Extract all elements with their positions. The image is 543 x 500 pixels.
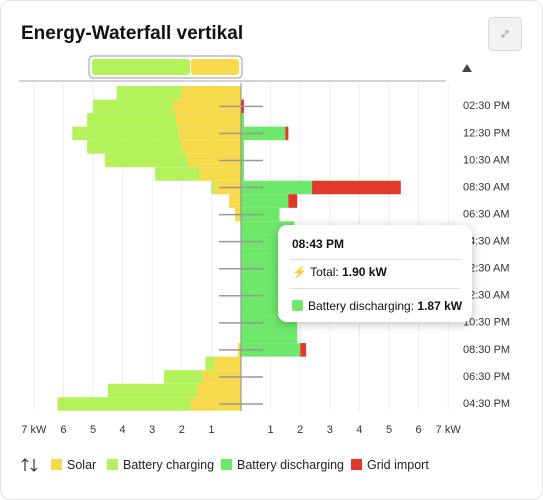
bar-segment xyxy=(190,397,241,411)
legend-label: Solar xyxy=(67,458,97,472)
bar-segment xyxy=(241,167,244,181)
bar-segment xyxy=(285,126,289,141)
y-tick-label: 10:30 AM xyxy=(463,154,509,166)
legend-item[interactable]: Battery charging xyxy=(107,458,214,472)
legend-swatch xyxy=(351,459,362,470)
bar-segment xyxy=(312,180,401,195)
y-tick-label: 06:30 AM xyxy=(463,208,509,220)
range-selector-fill xyxy=(92,59,190,75)
bar-segment xyxy=(241,126,286,141)
legend-swatch xyxy=(107,459,118,470)
expand-icon xyxy=(501,30,509,38)
legend-label: Battery charging xyxy=(123,458,215,472)
y-tick-label: 08:30 PM xyxy=(463,344,510,356)
y-tick-label: 08:30 AM xyxy=(463,181,509,193)
x-tick-label: 4 xyxy=(356,424,362,436)
bar-segment xyxy=(205,356,215,371)
bar-segment xyxy=(87,113,176,127)
bar-segment xyxy=(178,126,241,141)
legend-label: Grid import xyxy=(367,458,429,472)
bar-segment xyxy=(241,180,313,195)
x-tick-label: 6 xyxy=(416,424,422,436)
tooltip-swatch xyxy=(292,300,303,311)
y-tick-label: 06:30 PM xyxy=(463,371,510,383)
y-tick-label: 04:30 AM xyxy=(463,236,509,248)
bar-segment xyxy=(181,140,241,154)
bar-segment xyxy=(187,153,241,168)
tooltip-total-label: Total: xyxy=(310,265,339,279)
bar-segment xyxy=(229,194,241,208)
y-tick-label: 12:30 AM xyxy=(463,290,509,302)
tooltip-item: Battery discharging: 1.87 kW xyxy=(292,299,462,313)
x-tick-label: 2 xyxy=(297,424,303,436)
bar-segment xyxy=(155,167,200,181)
y-tick-label: 04:30 PM xyxy=(463,398,510,410)
sort-icon[interactable] xyxy=(21,457,45,473)
tooltip: 08:43 PM ⚡ Total: 1.90 kW Battery discha… xyxy=(278,225,472,322)
x-tick-label: 5 xyxy=(386,424,392,436)
bar-segment xyxy=(241,343,301,357)
range-selector-fill xyxy=(191,59,239,75)
chart-title: Energy-Waterfall vertikal xyxy=(21,23,244,44)
bar-segment xyxy=(241,194,289,208)
divider xyxy=(290,259,460,260)
bar-segment xyxy=(241,113,244,127)
legend-item[interactable]: Solar xyxy=(51,458,96,472)
x-tick-label: 3 xyxy=(327,424,333,436)
bar-segment xyxy=(214,356,241,371)
bar-segment xyxy=(172,99,241,114)
y-tick-label: 02:30 AM xyxy=(463,263,509,275)
bar-segment xyxy=(175,113,241,127)
bar-segment xyxy=(241,329,298,344)
chart: 7 kW 6 5 4 3 2 1 1 2 3 4 5 6 7 kW 04:30 PM 06:30 PM 08:3… xyxy=(19,55,510,436)
bar-segment xyxy=(211,180,215,195)
bar-segment xyxy=(87,140,182,154)
bar-segment xyxy=(104,153,188,168)
bar-segment xyxy=(93,99,173,114)
bar-segment xyxy=(181,86,241,100)
bar-segment xyxy=(199,167,241,181)
legend-item[interactable]: Battery discharging xyxy=(221,458,344,472)
y-tick-label: 02:30 PM xyxy=(463,100,510,112)
legend-label: Battery discharging xyxy=(237,458,345,472)
tooltip-total: ⚡ Total: 1.90 kW xyxy=(292,265,387,279)
bar-segment xyxy=(241,140,244,154)
tooltip-item-value: 1.87 kW xyxy=(417,299,463,313)
bar-segment xyxy=(116,86,182,100)
tooltip-time: 08:43 PM xyxy=(292,237,345,251)
x-tick-label: 7 kW xyxy=(21,424,47,436)
x-tick-label: 5 xyxy=(90,424,96,436)
bar-segment xyxy=(196,383,241,398)
bar-segment xyxy=(107,383,197,398)
expand-button[interactable] xyxy=(488,17,522,51)
bar-segment xyxy=(288,194,298,208)
collapse-arrow[interactable] xyxy=(462,64,472,72)
tooltip-item-name: Battery discharging: xyxy=(308,299,415,313)
x-tick-label: 6 xyxy=(60,424,66,436)
y-tick-label: 12:30 PM xyxy=(463,127,510,139)
x-tick-label: 1 xyxy=(268,424,274,436)
legend-swatch xyxy=(51,459,62,470)
tooltip-total-value: 1.90 kW xyxy=(342,265,387,279)
x-tick-label: 3 xyxy=(149,424,155,436)
bar-segment xyxy=(300,343,307,357)
y-tick-label: 10:30 PM xyxy=(463,317,510,329)
bar-segment xyxy=(57,397,191,411)
bar-segment xyxy=(164,370,203,384)
x-tick-label: 4 xyxy=(120,424,126,436)
legend-swatch xyxy=(221,459,232,470)
x-tick-label: 1 xyxy=(208,424,214,436)
x-tick-label: 2 xyxy=(179,424,185,436)
divider xyxy=(290,288,460,289)
bar-segment xyxy=(72,126,179,141)
legend-item[interactable]: Grid import xyxy=(351,458,429,472)
x-tick-label: 7 kW xyxy=(436,424,462,436)
